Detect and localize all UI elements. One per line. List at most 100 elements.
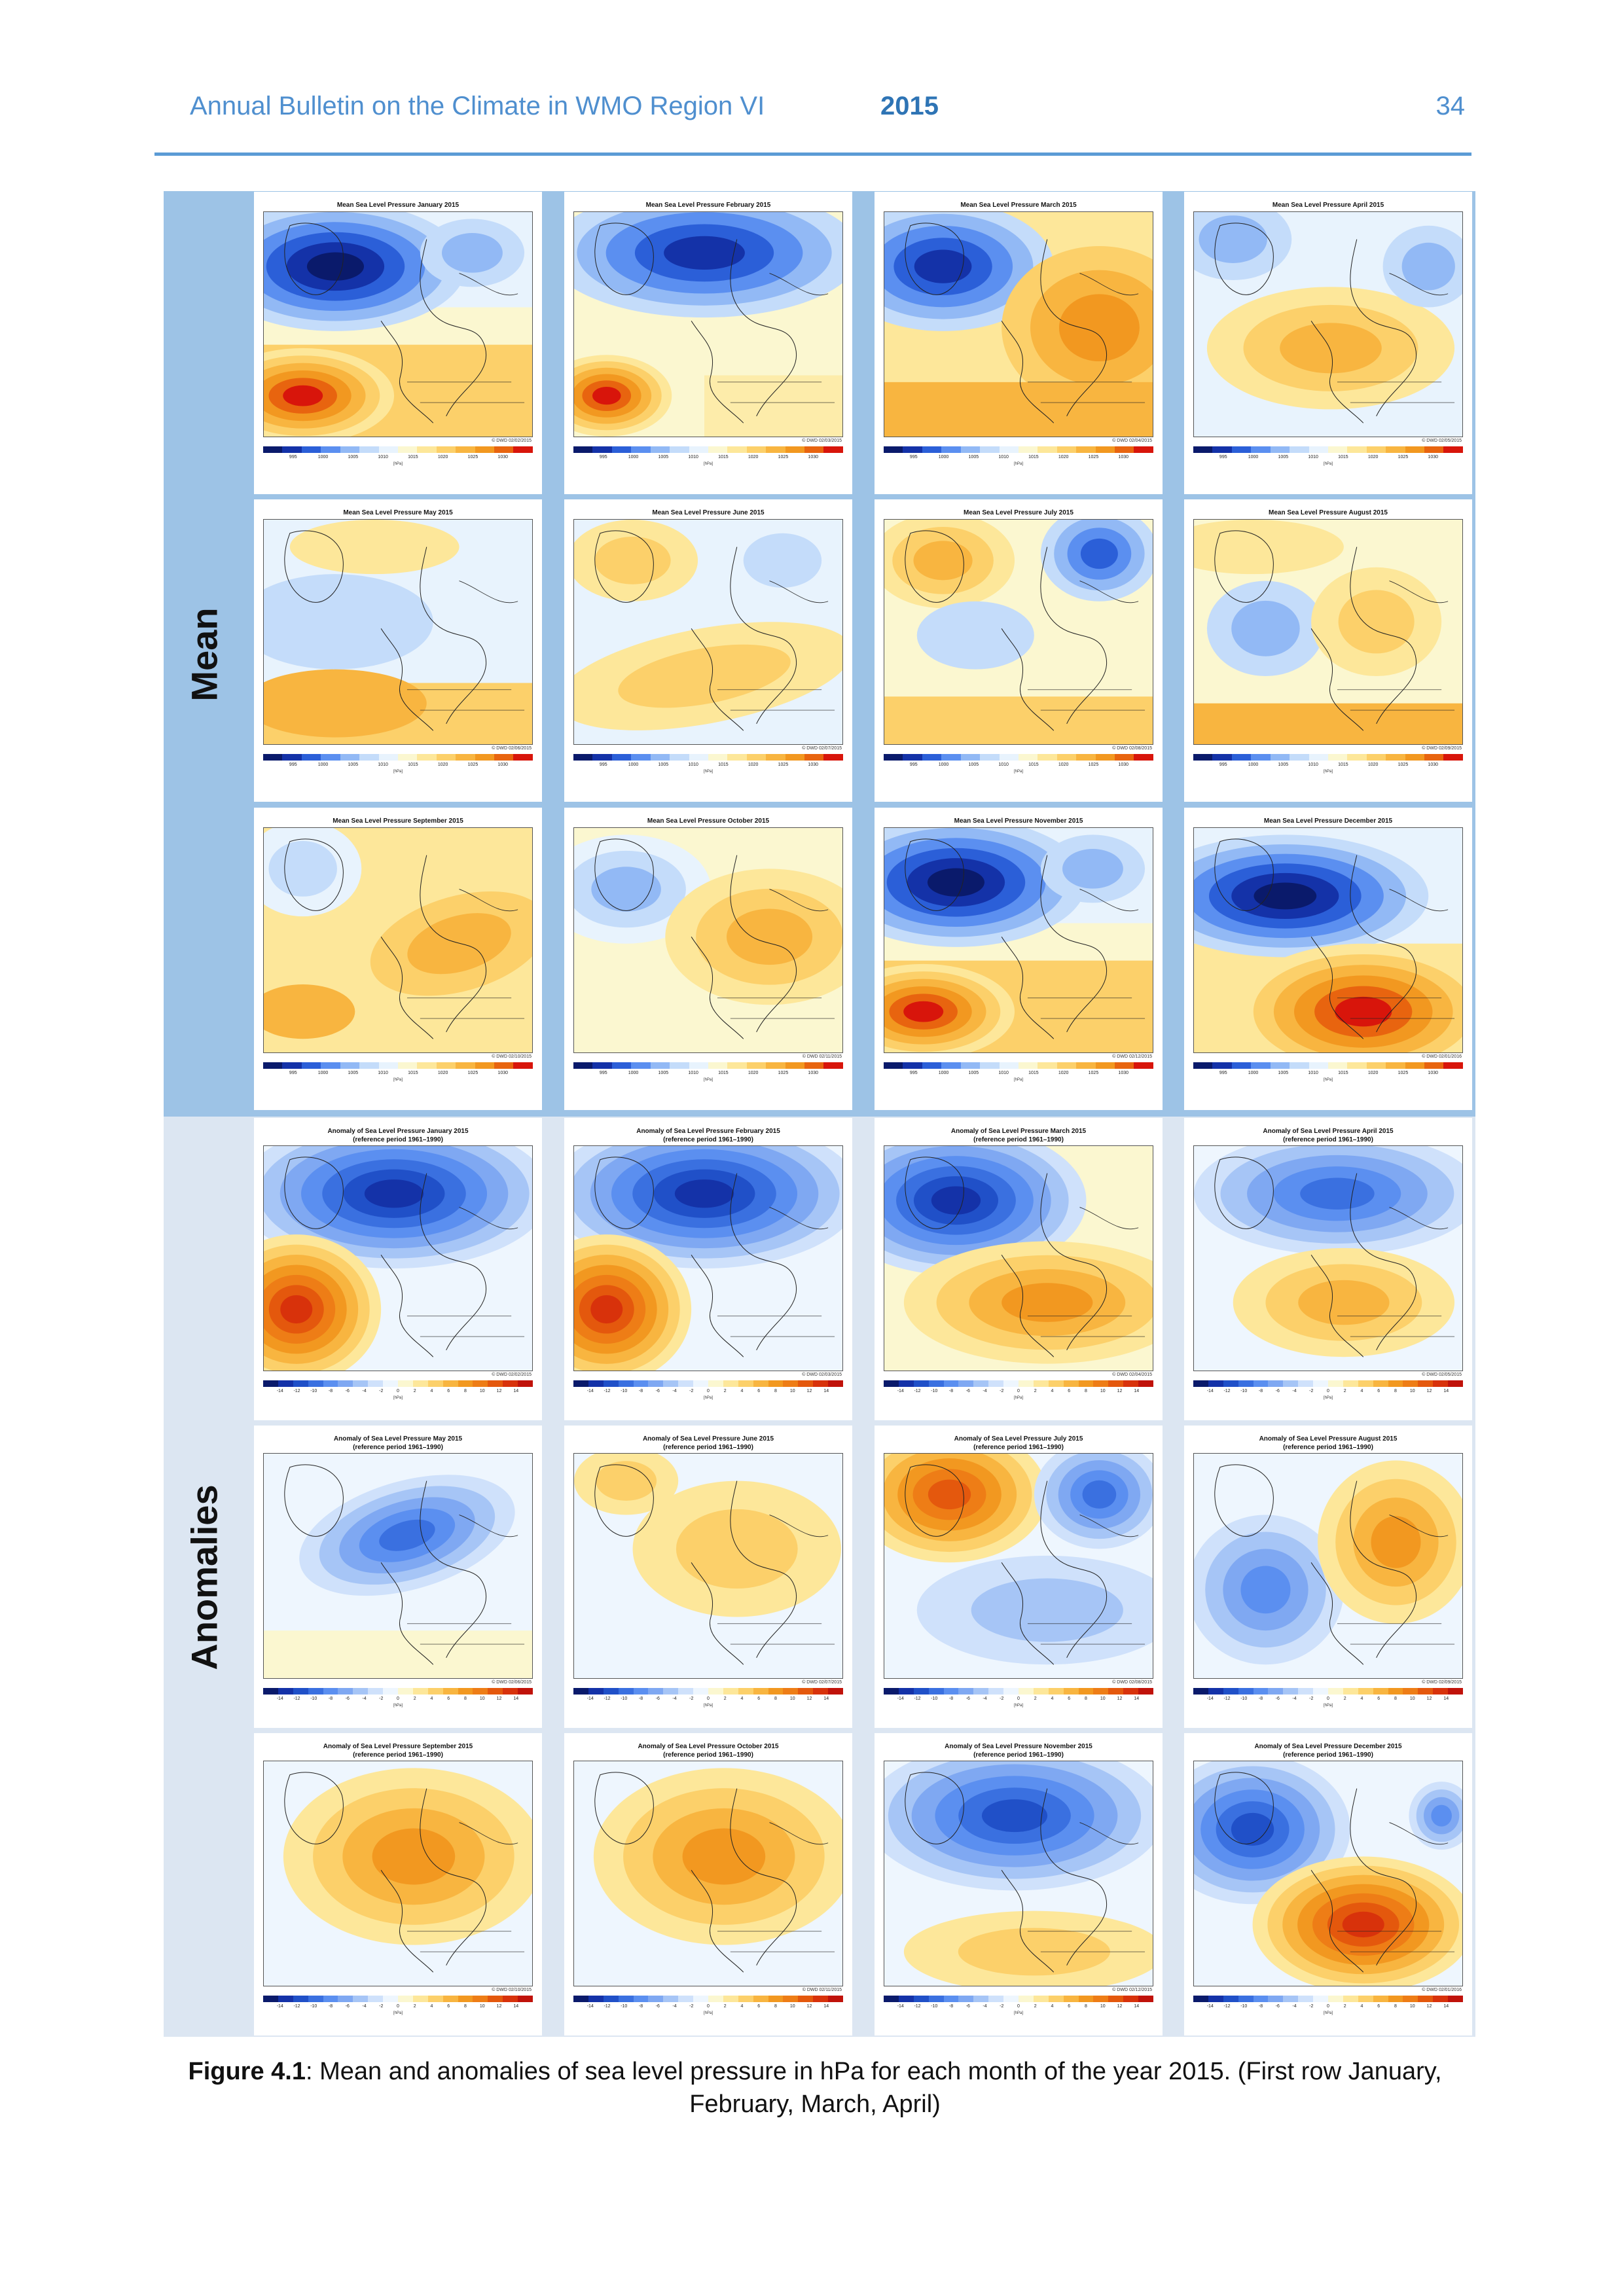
colorbar-tick-label: 1020 [1367, 455, 1379, 459]
mean-map-panel: Mean Sea Level Pressure August 2015 © DWD… [1184, 499, 1472, 802]
colorbar-tick-label: -2 [379, 2004, 384, 2009]
colorbar-swatch [884, 446, 903, 453]
colorbar-swatch [738, 1688, 753, 1695]
colorbar-swatch [766, 754, 785, 761]
figure-caption-text: : Mean and anomalies of sea level pressu… [305, 2058, 1442, 2118]
colorbar-swatch [321, 446, 340, 453]
colorbar-swatch [903, 1062, 922, 1069]
colorbar-swatch [1108, 1688, 1124, 1695]
colorbar-swatch [823, 446, 843, 453]
colorbar-unit: [hPa] [703, 770, 713, 774]
colorbar-swatch [798, 1996, 814, 2002]
pressure-map [263, 827, 533, 1053]
colorbar-swatch [1056, 1062, 1077, 1069]
colorbar-tick-label: -6 [345, 2004, 350, 2009]
colorbar-swatch [753, 1688, 768, 1695]
mean-map-panel: Mean Sea Level Pressure September 2015 © … [254, 808, 542, 1110]
colorbar-swatch [903, 446, 922, 453]
colorbar-tick-label: 2 [1343, 2004, 1346, 2009]
colorbar-swatch [383, 1380, 399, 1387]
colorbar-swatch [603, 1688, 619, 1695]
colorbar-swatch [340, 1062, 360, 1069]
colorbar-swatch [1308, 1062, 1328, 1069]
colorbar-tick-label: -4 [672, 1389, 677, 1393]
colorbar-swatch [1193, 754, 1213, 761]
colorbar-unit: [hPa] [393, 462, 403, 466]
colorbar-tick-label: 1005 [658, 1071, 669, 1075]
colorbar-swatch [308, 1688, 323, 1695]
colorbar-swatch [456, 446, 475, 453]
colorbar-tick-label: -2 [689, 1696, 694, 1701]
colorbar-unit: [hPa] [703, 2011, 713, 2015]
colorbar-swatch [475, 1062, 495, 1069]
colorbar-swatch [1134, 1062, 1153, 1069]
colorbar-tick-label: 0 [1327, 1389, 1329, 1393]
pressure-map [263, 519, 533, 745]
colorbar-swatch [648, 1380, 664, 1387]
colorbar-swatch [1095, 446, 1115, 453]
pressure-map [1193, 1453, 1463, 1679]
colorbar [884, 446, 1153, 453]
map-copyright: © DWD 02/03/2015 [802, 1372, 842, 1377]
map-subtitle: (reference period 1961–1990) [663, 1444, 753, 1451]
colorbar-swatch [678, 1996, 694, 2002]
colorbar-tick-label: 0 [707, 1389, 710, 1393]
colorbar-tick-label: -8 [328, 1389, 333, 1393]
colorbar-swatch [359, 1062, 379, 1069]
colorbar-tick-label: -8 [638, 2004, 643, 2009]
colorbar [1193, 446, 1463, 453]
anomaly-map-panel: Anomaly of Sea Level Pressure December 2… [1184, 1733, 1472, 2036]
colorbar-swatch [378, 446, 398, 453]
colorbar-swatch [417, 446, 437, 453]
colorbar-tick-label: -2 [689, 2004, 694, 2009]
anomalies-section-label: Anomalies [183, 1484, 225, 1670]
colorbar-tick-label: 12 [1117, 1389, 1123, 1393]
colorbar-tick-label: -2 [1309, 1389, 1314, 1393]
colorbar-swatch [1193, 446, 1213, 453]
colorbar-tick-label: -12 [293, 1389, 300, 1393]
colorbar-swatch [1193, 1996, 1208, 2002]
anomaly-map-panel: Anomaly of Sea Level Pressure July 2015(… [875, 1426, 1163, 1728]
colorbar-tick-label: 2 [723, 1696, 727, 1701]
colorbar-swatch [592, 1062, 612, 1069]
colorbar-swatch [663, 1996, 679, 2002]
colorbar-swatch [475, 754, 495, 761]
colorbar-swatch [488, 1996, 503, 2002]
colorbar-swatch [633, 1688, 649, 1695]
colorbar-tick-label: 1025 [1398, 1071, 1409, 1075]
mean-map-panel: Mean Sea Level Pressure March 2015 © DWD … [875, 192, 1163, 494]
colorbar-tick-label: 1010 [1308, 762, 1318, 767]
colorbar-swatch [928, 1688, 944, 1695]
colorbar-swatch [1238, 1688, 1254, 1695]
colorbar-swatch [670, 1062, 689, 1069]
colorbar-swatch [746, 754, 767, 761]
colorbar-swatch [823, 754, 843, 761]
colorbar-swatch [1193, 1380, 1208, 1387]
colorbar-swatch [813, 1380, 829, 1387]
colorbar [573, 446, 843, 453]
colorbar-tick-label: -12 [1223, 2004, 1231, 2009]
colorbar-tick-label: -8 [948, 1389, 954, 1393]
colorbar-tick-label: 1005 [348, 455, 359, 459]
colorbar-swatch [727, 1062, 747, 1069]
anomaly-map-panel: Anomaly of Sea Level Pressure October 20… [564, 1733, 852, 2036]
colorbar-swatch [338, 1688, 353, 1695]
colorbar-tick-label: 10 [479, 2004, 485, 2009]
colorbar-tick-label: 1000 [628, 455, 639, 459]
colorbar-swatch [278, 1688, 293, 1695]
colorbar-unit: [hPa] [393, 1078, 403, 1082]
colorbar-tick-label: 995 [1219, 1071, 1227, 1075]
colorbar-swatch [804, 1062, 824, 1069]
colorbar-tick-label: -10 [621, 1696, 628, 1701]
colorbar-tick-label: 2 [1343, 1696, 1346, 1701]
colorbar-tick-label: -4 [983, 2004, 987, 2009]
colorbar-swatch [1403, 1380, 1418, 1387]
map-copyright: © DWD 02/11/2015 [802, 1988, 842, 1992]
colorbar-swatch [1328, 1380, 1343, 1387]
colorbar-swatch [458, 1380, 473, 1387]
colorbar-unit: [hPa] [1323, 770, 1333, 774]
colorbar-tick-label: 2 [1343, 1389, 1346, 1393]
colorbar-swatch [412, 1688, 428, 1695]
colorbar-swatch [573, 1062, 593, 1069]
colorbar-tick-label: -8 [948, 2004, 954, 2009]
